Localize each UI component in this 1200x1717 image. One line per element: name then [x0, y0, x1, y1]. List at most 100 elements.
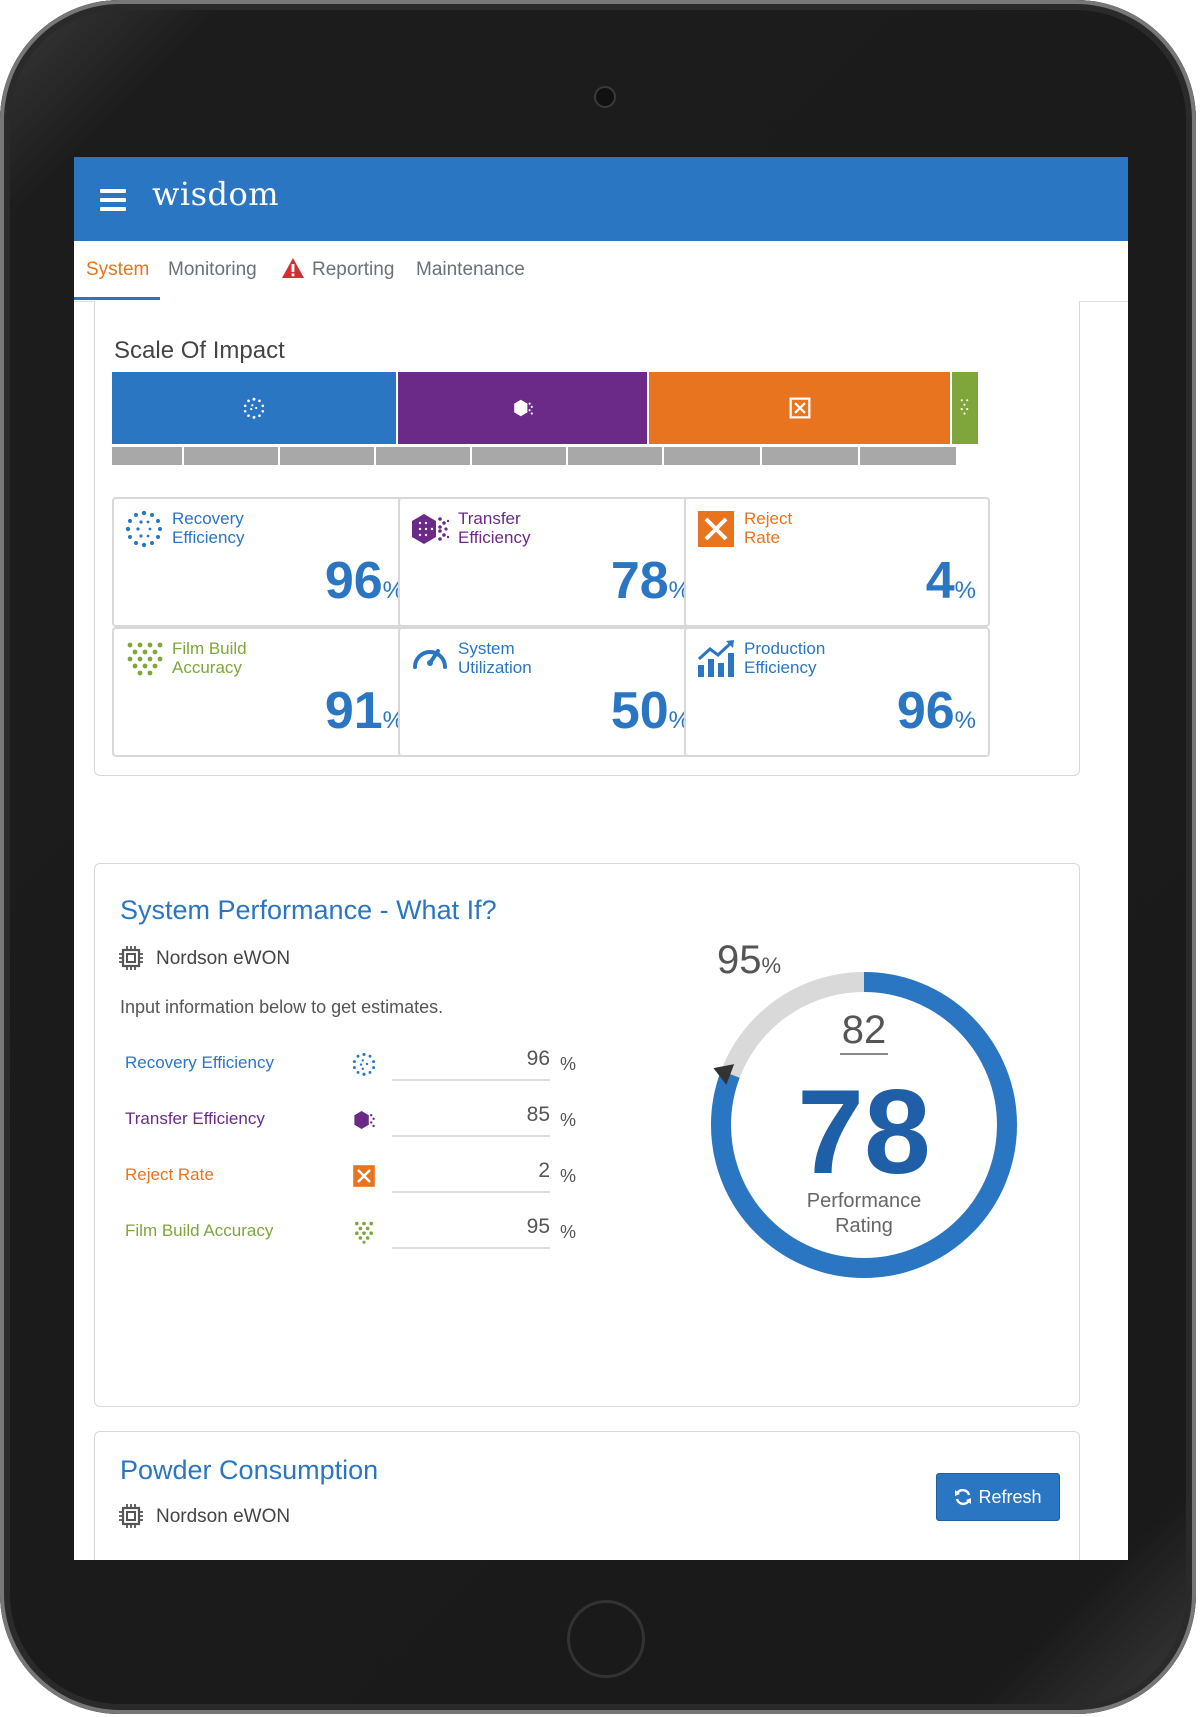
tab-monitoring[interactable]: Monitoring	[168, 259, 257, 280]
recovery-icon	[352, 1052, 376, 1076]
metric-label-line2: Rate	[744, 528, 780, 547]
metric-number: 4	[925, 552, 955, 610]
scale-tick	[762, 447, 858, 465]
row-label-film: Film Build Accuracy	[125, 1221, 274, 1240]
metric-system-utilization[interactable]: System Utilization 50%	[398, 627, 704, 757]
scale-tick	[112, 447, 182, 465]
metric-number: 78	[610, 552, 669, 610]
app-logo: wisdom	[152, 175, 280, 213]
row-unit: %	[560, 1222, 577, 1242]
metric-value: 4%	[926, 551, 976, 621]
home-button[interactable]	[567, 1600, 645, 1678]
metric-label-line1: System	[458, 639, 515, 658]
scale-tick	[376, 447, 470, 465]
scale-tick	[280, 447, 374, 465]
film-icon	[355, 1221, 373, 1244]
metric-value: 91%	[325, 681, 404, 751]
metric-film-build-accuracy[interactable]: Film Build Accuracy 91%	[112, 627, 418, 757]
metric-transfer-efficiency[interactable]: Transfer Efficiency 78%	[398, 497, 704, 627]
tab-maintenance[interactable]: Maintenance	[416, 259, 525, 280]
metric-label-line2: Efficiency	[744, 658, 817, 677]
gauge-icon	[413, 649, 447, 669]
metric-label-line2: Efficiency	[172, 528, 245, 547]
gauge-caption-line1: Performance	[807, 1190, 922, 1212]
scale-tick	[860, 447, 956, 465]
scale-tick	[184, 447, 278, 465]
reject-rate-input[interactable]: 2	[392, 1151, 550, 1193]
metric-label-line1: Film Build	[172, 639, 247, 658]
metric-production-efficiency[interactable]: Production Efficiency 96%	[684, 627, 990, 757]
refresh-icon	[955, 1489, 972, 1505]
rating-divider	[840, 1053, 888, 1055]
metric-recovery-efficiency[interactable]: Recovery Efficiency 96%	[112, 497, 418, 627]
row-label-reject: Reject Rate	[125, 1165, 214, 1184]
reject-icon	[353, 1165, 375, 1187]
performance-gauge: 95% 82 78 Performance Rating	[711, 938, 1017, 1278]
gauge-caption-line2: Rating	[835, 1215, 893, 1237]
metric-value: 96%	[325, 551, 404, 621]
powder-consumption-card	[94, 1431, 1080, 1560]
scale-tick	[472, 447, 566, 465]
active-tab-indicator	[74, 297, 160, 300]
recovery-icon	[125, 510, 162, 548]
tab-system[interactable]: System	[86, 259, 150, 280]
chip-icon	[119, 946, 143, 970]
instructions-text: Input information below to get estimates…	[120, 997, 444, 1017]
main-tabs: System Monitoring Reporting Maintenance	[74, 241, 1128, 302]
scale-tick	[664, 447, 760, 465]
metric-number: 91	[324, 682, 383, 740]
current-rating: 78	[797, 1065, 930, 1199]
metric-label-line1: Production	[744, 639, 826, 658]
metric-label-line1: Recovery	[172, 509, 244, 528]
target-marker-icon	[713, 1064, 735, 1085]
bar-chart-icon	[697, 640, 734, 677]
film-icon	[127, 642, 163, 676]
metric-number: 96	[896, 682, 955, 740]
chip-icon	[119, 1504, 143, 1528]
impact-segment-recovery[interactable]	[112, 372, 396, 444]
gauge-fill	[711, 972, 1017, 1278]
menu-icon[interactable]	[100, 189, 126, 211]
metric-reject-rate[interactable]: Reject Rate 4%	[684, 497, 990, 627]
metric-label-line2: Accuracy	[172, 658, 242, 677]
transfer-icon	[354, 1111, 375, 1129]
metric-number: 96	[324, 552, 383, 610]
estimated-rating: 82	[842, 1008, 887, 1052]
reject-icon	[698, 511, 734, 547]
impact-segment-reject[interactable]	[649, 372, 950, 444]
metric-label-line1: Transfer	[458, 509, 521, 528]
film-build-accuracy-input[interactable]: 95	[392, 1207, 550, 1249]
device-name: Nordson eWON	[156, 1506, 291, 1527]
metric-value: 96%	[897, 681, 976, 751]
film-icon	[958, 397, 972, 419]
app-screen: wisdom System Monitoring Reporting Maint…	[74, 157, 1128, 1560]
metric-unit: %	[954, 707, 976, 734]
transfer-icon	[412, 514, 450, 544]
target-value: 95%	[717, 938, 781, 982]
powder-consumption-title: Powder Consumption	[120, 1455, 379, 1485]
tab-reporting[interactable]: Reporting	[312, 259, 395, 280]
metric-unit: %	[954, 577, 976, 604]
warning-icon	[282, 258, 304, 278]
scale-tick	[568, 447, 662, 465]
metric-value: 78%	[611, 551, 690, 621]
recovery-icon	[243, 397, 265, 419]
row-label-transfer: Transfer Efficiency	[125, 1109, 265, 1128]
scale-ticks	[112, 447, 1058, 465]
metric-label-line2: Efficiency	[458, 528, 531, 547]
metric-label-line1: Reject	[744, 509, 793, 528]
system-performance-title: System Performance - What If?	[120, 895, 497, 925]
metric-number: 50	[610, 682, 669, 740]
impact-segment-transfer[interactable]	[398, 372, 647, 444]
impact-segment-film[interactable]	[952, 372, 978, 444]
refresh-button[interactable]: Refresh	[936, 1473, 1060, 1521]
refresh-label: Refresh	[978, 1486, 1042, 1507]
row-label-recovery: Recovery Efficiency	[125, 1053, 274, 1072]
transfer-efficiency-input[interactable]: 85	[392, 1095, 550, 1137]
row-unit: %	[560, 1110, 577, 1130]
transfer-icon	[510, 397, 536, 419]
recovery-efficiency-input[interactable]: 96	[392, 1039, 550, 1081]
metric-value: 50%	[611, 681, 690, 751]
row-unit: %	[560, 1166, 577, 1186]
